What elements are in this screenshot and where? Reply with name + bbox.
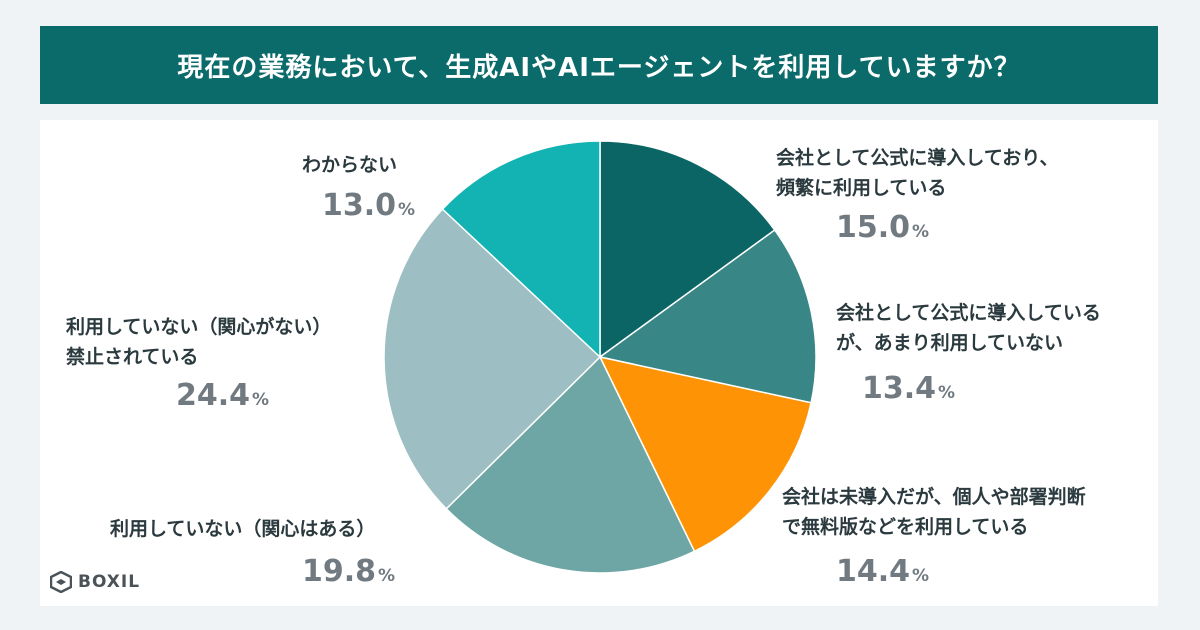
slice-label-unknown: わからない: [302, 154, 398, 176]
boxil-logo-icon: [50, 571, 72, 593]
slice-value-official-frequent: 15.0%: [836, 210, 930, 245]
slice-label-official-frequent: 会社として公式に導入しており、 頻繁に利用している: [776, 147, 1059, 199]
boxil-logo: BOXIL: [50, 571, 140, 593]
chart-title: 現在の業務において、生成AIやAIエージェントを利用していますか？: [40, 26, 1158, 104]
slice-value-official-rare: 13.4%: [862, 371, 956, 406]
slice-label-official-rare: 会社として公式に導入している が、あまり利用していない: [836, 302, 1101, 354]
slice-not-using-interested: [445, 355, 696, 574]
slice-label-personal-free: 会社は未導入だが、個人や部署判断 で無料版などを利用している: [782, 486, 1086, 538]
slice-label-not-using-interested: 利用していない（関心はある）: [110, 518, 376, 540]
slice-unknown: [441, 140, 601, 359]
slice-value-personal-free: 14.4%: [836, 554, 930, 589]
slice-official-frequent: [599, 140, 776, 359]
slice-label-not-using-uninterested: 利用していない（関心がない） 禁止されている: [66, 316, 332, 368]
slice-value-not-using-uninterested: 24.4%: [176, 378, 270, 413]
slice-official-rare: [598, 228, 817, 404]
slice-value-not-using-interested: 19.8%: [302, 554, 396, 589]
slice-value-unknown: 13.0%: [322, 188, 416, 223]
boxil-logo-text: BOXIL: [78, 572, 141, 592]
slice-not-using-uninterested: [383, 208, 602, 510]
slice-personal-free: [598, 355, 812, 553]
